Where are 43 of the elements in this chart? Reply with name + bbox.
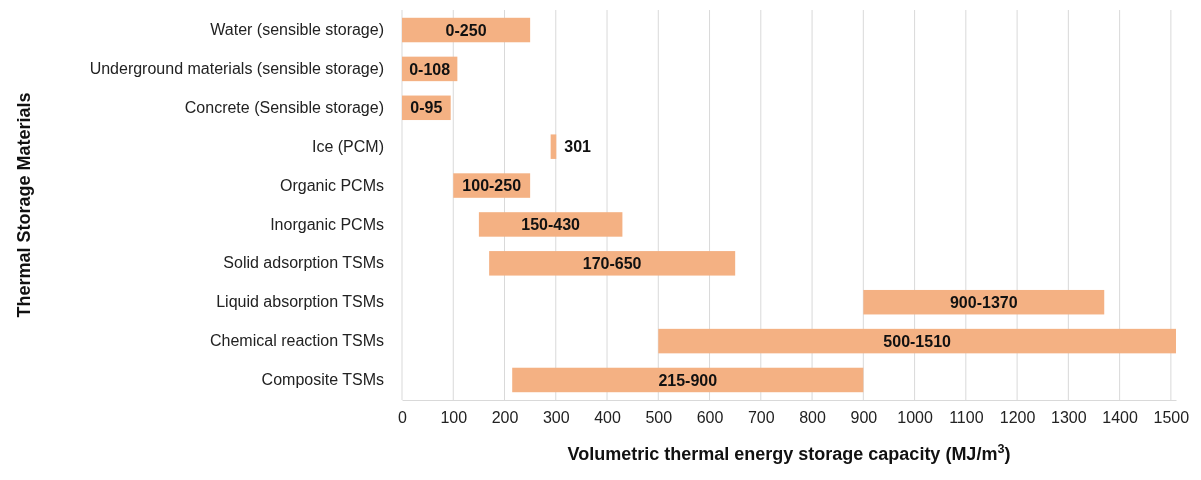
x-tick-label: 1300: [1051, 409, 1087, 427]
bar: [550, 134, 557, 159]
x-tick-label: 600: [696, 409, 724, 427]
x-tick-label: 1000: [897, 409, 933, 427]
y-axis-title: Thermal Storage Materials: [14, 92, 34, 318]
x-tick-label: 0: [398, 409, 408, 427]
x-tick-label: 500: [645, 409, 673, 427]
data-label: 0-108: [409, 60, 451, 78]
y-tick-label: Underground materials (sensible storage): [89, 60, 384, 78]
data-label: 500-1510: [883, 332, 952, 350]
data-label: 100-250: [462, 177, 522, 195]
x-tick-label: 1100: [949, 409, 984, 427]
data-label: 900-1370: [949, 293, 1018, 311]
y-tick-label: Inorganic PCMs: [270, 215, 384, 233]
data-label: 215-900: [658, 371, 718, 389]
data-label: 0-250: [445, 21, 487, 39]
data-label: 301: [564, 138, 592, 156]
bar: [489, 251, 736, 276]
x-tick-label: 200: [491, 409, 519, 427]
y-tick-label: Water (sensible storage): [210, 21, 384, 39]
data-label: 170-650: [582, 254, 642, 272]
y-tick-label: Ice (PCM): [312, 137, 384, 155]
x-axis-title: Volumetric thermal energy storage capacity (MJ/m$^{3}$): [567, 442, 1011, 464]
y-tick-label: Composite TSMs: [261, 371, 384, 389]
x-tick-label: 300: [542, 409, 570, 427]
bar: [658, 328, 1176, 354]
y-tick-label: Chemical reaction TSMs: [210, 332, 384, 350]
bar: [863, 289, 1105, 315]
x-tick-label: 800: [799, 409, 827, 427]
x-tick-label: 100: [440, 409, 468, 427]
data-label: 0-95: [410, 99, 443, 117]
x-tick-label: 1500: [1153, 409, 1190, 427]
x-tick-label: 1400: [1102, 409, 1139, 427]
x-tick-label: 900: [850, 409, 878, 427]
y-tick-label: Liquid absorption TSMs: [216, 293, 384, 311]
y-tick-label: Concrete (Sensible storage): [184, 98, 384, 116]
x-tick-label: 400: [594, 409, 621, 427]
x-tick-label: 700: [747, 409, 775, 427]
data-label: 150-430: [521, 216, 581, 234]
bar: [512, 367, 864, 393]
y-tick-label: Organic PCMs: [279, 176, 384, 194]
x-tick-label: 1200: [999, 409, 1036, 427]
y-tick-label: Solid adsorption TSMs: [223, 254, 384, 272]
